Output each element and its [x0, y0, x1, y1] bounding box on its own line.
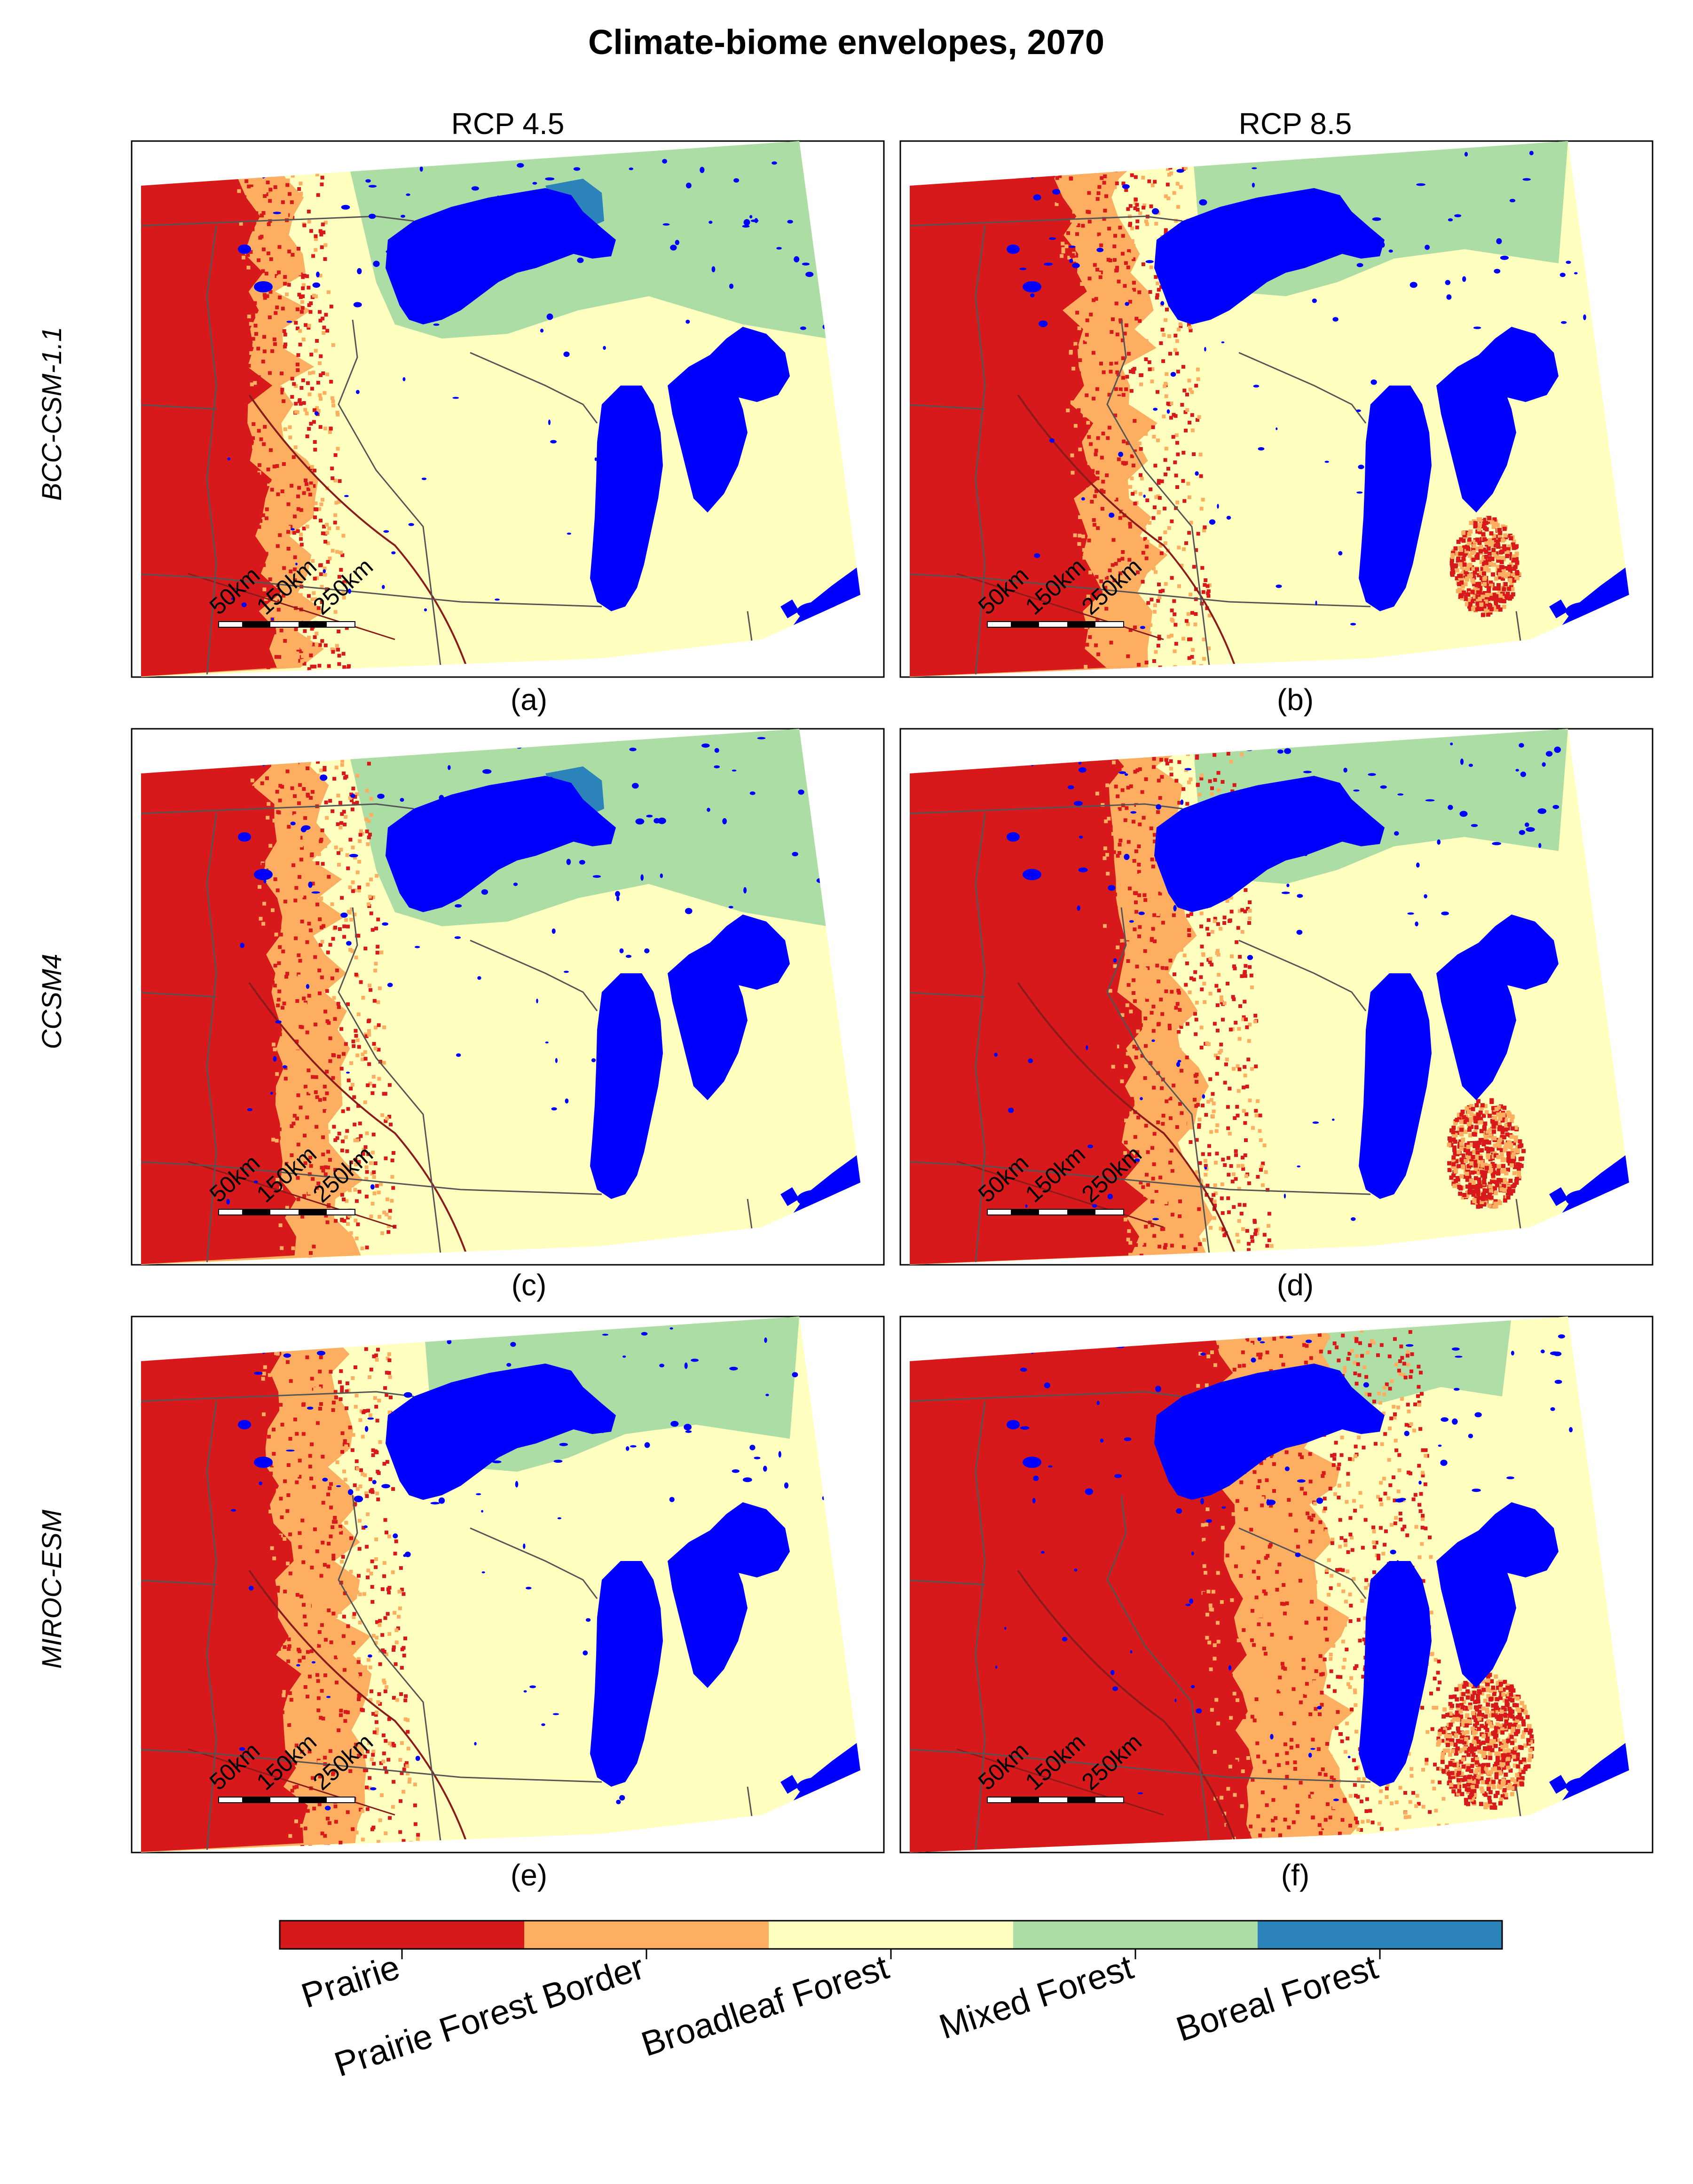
river-line: [248, 1569, 471, 1853]
legend-swatch: [1013, 1921, 1258, 1949]
georgian-bay: [1472, 1502, 1559, 1577]
legend-swatch: [524, 1921, 769, 1949]
lake-michigan: [1359, 973, 1432, 1199]
lake-st-clair: [780, 1775, 799, 1794]
small-lake: [1007, 244, 1020, 254]
lake-superior: [386, 776, 616, 912]
transition-speckle: [236, 141, 351, 677]
small-lake: [1023, 281, 1041, 292]
panel-label-a: (a): [511, 683, 547, 717]
prairie-area: [910, 729, 1148, 1265]
lake-huron: [1436, 1530, 1516, 1688]
michigan-prairie-patch: [1447, 1098, 1526, 1209]
legend-label: Prairie: [297, 1947, 404, 2015]
small-lake: [254, 281, 273, 292]
river-line: [248, 394, 471, 677]
water-bodies: [994, 738, 1629, 1227]
small-lake: [1023, 1457, 1041, 1468]
panel-label-f: (f): [1281, 1858, 1309, 1892]
lake-superior: [386, 1364, 616, 1500]
georgian-bay: [703, 1502, 790, 1577]
panel-label-d: (d): [1277, 1268, 1314, 1302]
michigan-prairie-patch: [1449, 516, 1521, 617]
panel-label-c: (c): [512, 1268, 547, 1302]
boundary-lines: [141, 803, 758, 1265]
river-line: [956, 573, 1164, 640]
lake-michigan: [590, 1561, 663, 1787]
river-line: [188, 1160, 395, 1228]
row-label-miroc: MIROC-ESM: [37, 1509, 67, 1669]
small-lake: [238, 1420, 251, 1429]
lake-huron: [1436, 355, 1516, 512]
river-line: [248, 982, 471, 1265]
row-label-bcc: BCC-CSM-1.1: [37, 327, 67, 501]
transition-speckle: [1092, 729, 1274, 1265]
prairie-area: [141, 1317, 308, 1853]
river-line: [1017, 1569, 1240, 1853]
river-line: [1017, 982, 1240, 1265]
river-line: [956, 1160, 1164, 1228]
lake-superior: [386, 188, 616, 324]
column-header-rcp85: RCP 8.5: [1239, 107, 1352, 141]
legend-swatch: [1258, 1921, 1502, 1949]
boundary-lines: [910, 1391, 1527, 1853]
figure-title: Climate-biome envelopes, 2070: [588, 23, 1104, 62]
lake-st-clair: [1549, 599, 1568, 618]
small-lake: [254, 1457, 273, 1468]
lake-michigan: [1359, 1561, 1432, 1787]
lake-superior: [1154, 188, 1385, 324]
boundary-lines: [141, 1391, 758, 1853]
georgian-bay: [703, 327, 790, 402]
transition-speckle: [250, 729, 398, 1265]
small-lake: [238, 244, 251, 254]
prairie-area: [910, 141, 1107, 677]
lake-st-clair: [1549, 1775, 1568, 1794]
river-line: [188, 573, 395, 640]
column-header-rcp45: RCP 4.5: [451, 107, 565, 141]
lake-huron: [668, 355, 748, 512]
georgian-bay: [1472, 915, 1559, 990]
small-lake: [1007, 1420, 1020, 1429]
water-bodies: [227, 150, 860, 639]
lake-st-clair: [1549, 1187, 1568, 1206]
legend-swatch: [280, 1921, 524, 1949]
panel-label-e: (e): [511, 1858, 547, 1892]
small-lake: [254, 869, 273, 880]
river-line: [188, 1748, 395, 1816]
small-lake: [1023, 869, 1041, 880]
lake-michigan: [590, 973, 663, 1199]
lake-superior: [1154, 1364, 1385, 1500]
lake-st-clair: [780, 1187, 799, 1206]
legend-swatch: [769, 1921, 1013, 1949]
lake-huron: [668, 943, 748, 1100]
water-bodies: [230, 1326, 860, 1815]
georgian-bay: [703, 915, 790, 990]
legend-label: Boreal Forest: [1172, 1947, 1383, 2049]
georgian-bay: [1472, 327, 1559, 402]
panel-label-b: (b): [1277, 683, 1314, 717]
michigan-prairie-patch: [1436, 1672, 1535, 1810]
lake-st-clair: [780, 599, 799, 618]
small-lake: [1007, 832, 1020, 842]
lake-huron: [668, 1530, 748, 1688]
legend-label: Mixed Forest: [935, 1947, 1138, 2046]
lake-superior: [1154, 776, 1385, 912]
river-line: [956, 1748, 1164, 1816]
lake-huron: [1436, 943, 1516, 1100]
legend-label: Broadleaf Forest: [637, 1947, 893, 2064]
row-label-ccsm4: CCSM4: [37, 954, 67, 1049]
lake-michigan: [590, 386, 663, 611]
small-lake: [238, 832, 251, 842]
